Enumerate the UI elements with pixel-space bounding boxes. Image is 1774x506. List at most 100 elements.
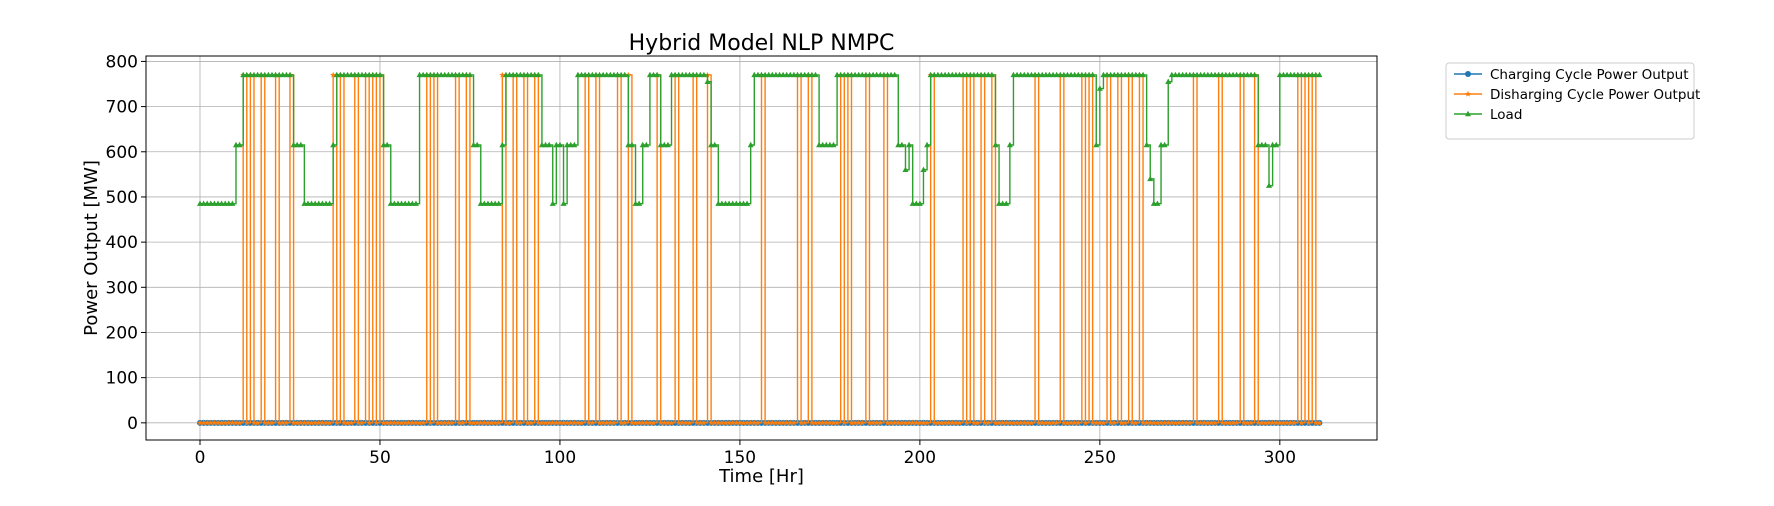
series-point — [236, 419, 243, 426]
series-point — [535, 419, 542, 426]
series-point — [355, 419, 362, 426]
series-point — [538, 419, 545, 426]
series-point — [1229, 419, 1237, 426]
series-point — [736, 419, 743, 426]
series-point — [700, 71, 707, 78]
series-point — [466, 419, 473, 426]
series-point — [402, 419, 409, 426]
series-point — [1017, 419, 1024, 426]
series-point — [578, 419, 585, 426]
series-point — [1161, 141, 1168, 148]
series-point — [409, 419, 416, 426]
series-point — [740, 419, 747, 426]
series-point — [686, 419, 693, 426]
series-point — [1247, 419, 1255, 426]
series-point — [391, 419, 398, 426]
series-point — [769, 419, 776, 426]
series-point — [567, 419, 574, 426]
series-point — [1107, 419, 1114, 426]
series-point — [1050, 419, 1057, 426]
series-point — [542, 419, 549, 426]
series-point — [517, 419, 524, 426]
series-point — [772, 419, 779, 426]
series-point — [1075, 419, 1082, 426]
series-point — [438, 419, 445, 426]
series-point — [934, 419, 941, 426]
legend-marker — [1465, 71, 1471, 77]
series-point — [1273, 141, 1280, 148]
series-point — [250, 419, 258, 426]
series-point — [1251, 71, 1258, 78]
series-point — [1204, 419, 1211, 426]
series-point — [1283, 419, 1291, 426]
series-point — [657, 419, 664, 426]
series-point — [1316, 419, 1323, 426]
series-point — [441, 419, 448, 426]
series-point — [639, 419, 646, 426]
series-point — [571, 419, 578, 426]
series-point — [283, 419, 290, 426]
series-point — [1219, 419, 1226, 426]
series-point — [1165, 419, 1172, 426]
series-point — [898, 419, 905, 426]
series-point — [1266, 182, 1273, 188]
y-tick-label: 200 — [106, 323, 138, 343]
series-point — [1100, 419, 1107, 426]
series-point — [920, 166, 927, 173]
series-point — [466, 71, 473, 78]
series-point — [477, 419, 484, 426]
series-point — [1208, 419, 1215, 426]
y-axis-label: Power Output [MW] — [81, 160, 102, 336]
series-point — [207, 419, 214, 426]
x-tick-label: 50 — [369, 448, 391, 468]
series-point — [628, 141, 635, 148]
series-point — [841, 419, 848, 426]
series-point — [963, 419, 970, 426]
series-point — [1143, 419, 1150, 426]
plot-series — [196, 71, 1323, 426]
series-point — [1028, 419, 1035, 426]
series-point — [326, 419, 333, 426]
series-point — [628, 419, 635, 426]
series-point — [866, 419, 873, 426]
series-point — [312, 419, 319, 426]
series-point — [1006, 141, 1013, 148]
series-point — [556, 419, 563, 426]
series-point — [560, 200, 567, 206]
series-point — [852, 419, 859, 426]
series-point — [636, 419, 643, 426]
series-point — [294, 419, 301, 426]
plot-frame — [145, 55, 1378, 441]
series-point — [945, 419, 952, 426]
series-point — [949, 419, 956, 426]
series-point — [819, 419, 826, 426]
series-point — [297, 141, 304, 148]
series-point — [546, 141, 553, 148]
series-point — [664, 141, 671, 148]
series-point — [848, 419, 855, 426]
series-point — [798, 419, 805, 426]
series-point — [1093, 419, 1100, 426]
series-point — [751, 419, 758, 426]
x-tick-label: 0 — [195, 448, 206, 468]
series-point — [243, 419, 250, 426]
series-point — [718, 419, 725, 426]
series-point — [1240, 419, 1247, 426]
series-point — [546, 419, 553, 426]
series-point — [456, 419, 463, 426]
series-point — [474, 141, 481, 148]
series-point — [776, 419, 783, 426]
series-point — [495, 200, 502, 206]
series-point — [358, 419, 366, 426]
y-tick-label: 100 — [106, 369, 138, 389]
legend-label: Charging Cycle Power Output — [1490, 67, 1689, 83]
series-point — [902, 166, 909, 173]
series-point — [528, 419, 535, 426]
series-point — [556, 141, 563, 148]
series-point — [1010, 419, 1017, 426]
series-point — [488, 419, 495, 426]
series-point — [988, 71, 995, 78]
series-point — [492, 419, 499, 426]
series-point — [330, 71, 337, 78]
legend-box — [1445, 62, 1695, 140]
